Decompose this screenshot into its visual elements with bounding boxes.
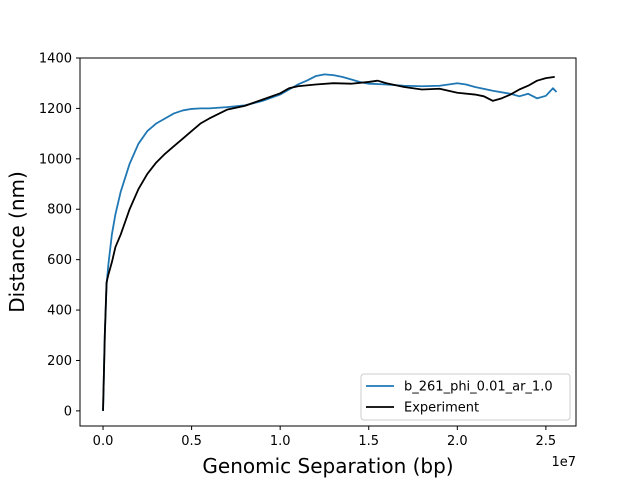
y-tick-label: 1400 <box>39 52 72 67</box>
y-tick-label: 400 <box>47 304 72 319</box>
x-axis-offset-label: 1e7 <box>551 455 576 470</box>
x-tick-label: 2.5 <box>536 434 557 449</box>
plot-frame <box>79 57 577 427</box>
series-line-1 <box>102 76 555 411</box>
y-tick-label: 800 <box>47 203 72 218</box>
x-axis-title: Genomic Separation (bp) <box>202 454 453 478</box>
x-tick-label: 2.0 <box>447 434 468 449</box>
x-tick-label: 0.0 <box>93 434 114 449</box>
plot-lines <box>102 73 558 411</box>
y-tick-label: 600 <box>47 253 72 268</box>
y-tick-label: 200 <box>47 354 72 369</box>
y-tick-label: 1200 <box>39 102 72 117</box>
legend-box <box>360 373 571 421</box>
y-axis-ticks: 0 200 400 600 800 1000 1200 1400 <box>39 52 80 419</box>
legend-label: Experiment <box>404 401 479 416</box>
x-tick-label: 1.5 <box>358 434 379 449</box>
y-tick-label: 0 <box>64 404 72 419</box>
legend-label: b_261_phi_0.01_ar_1.0 <box>404 380 553 395</box>
legend: b_261_phi_0.01_ar_1.0 Experiment <box>360 373 571 421</box>
y-axis-title: Distance (nm) <box>5 171 29 313</box>
series-line-0 <box>102 73 558 411</box>
y-tick-label: 1000 <box>39 152 72 167</box>
x-axis-ticks: 0.0 0.5 1.0 1.5 2.0 2.5 <box>93 426 557 449</box>
x-tick-label: 0.5 <box>181 434 202 449</box>
x-tick-label: 1.0 <box>270 434 291 449</box>
